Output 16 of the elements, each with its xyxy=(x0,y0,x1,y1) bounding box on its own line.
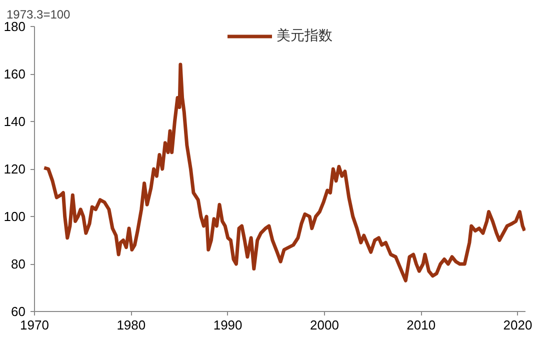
y-tick-label: 100 xyxy=(4,209,26,224)
x-tick-label: 1980 xyxy=(116,318,146,332)
x-tick-label: 1990 xyxy=(213,318,242,332)
line-series xyxy=(42,62,526,282)
x-tick-label: 2010 xyxy=(406,318,436,332)
y-axis-title: 1973.3=100 xyxy=(6,8,71,22)
x-tick-label: 2000 xyxy=(310,318,339,332)
y-tick-label: 140 xyxy=(4,114,26,129)
x-tick-label: 2020 xyxy=(503,318,532,332)
y-tick-label: 120 xyxy=(4,162,26,176)
y-tick-label: 60 xyxy=(11,304,26,319)
legend-label: 美元指数 xyxy=(276,27,332,45)
y-tick-label: 80 xyxy=(11,256,26,272)
x-tick-label: 1970 xyxy=(20,318,49,332)
y-tick-label: 180 xyxy=(4,19,26,34)
y-tick-label: 160 xyxy=(4,66,26,82)
